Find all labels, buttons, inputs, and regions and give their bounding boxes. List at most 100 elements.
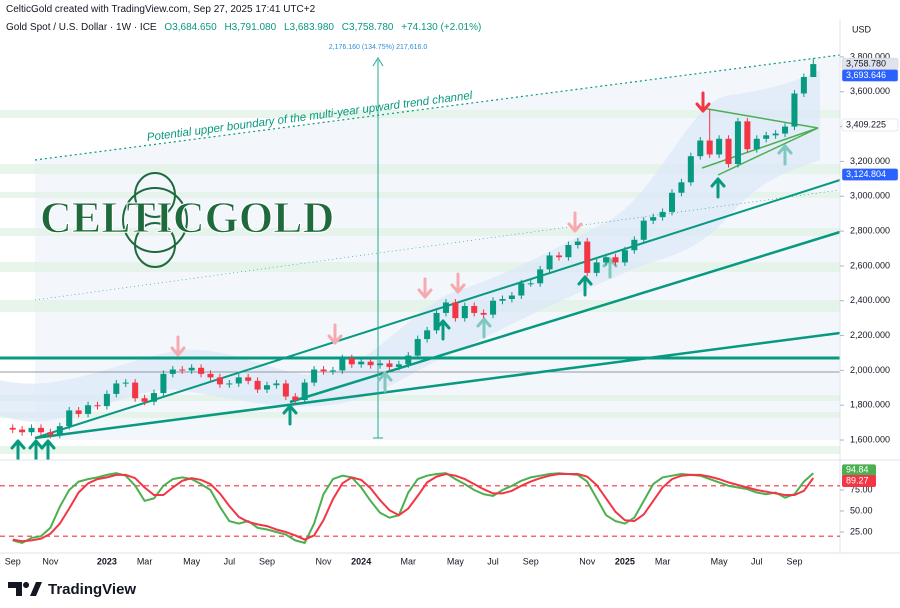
y-tick-label: 2,800.000 bbox=[850, 225, 890, 235]
x-tick-label: 2025 bbox=[615, 556, 635, 566]
candle-body bbox=[37, 427, 44, 433]
price-badge-label: 3,124.804 bbox=[846, 169, 886, 179]
ohlc-high: H3,791.080 bbox=[224, 22, 277, 33]
y2-tick-label: 25.00 bbox=[850, 526, 873, 536]
candle-body bbox=[254, 380, 261, 390]
candle-body bbox=[273, 383, 280, 386]
candle-body bbox=[810, 64, 817, 78]
symbol: Gold Spot / U.S. Dollar · 1W · ICE bbox=[6, 22, 157, 33]
candle-body bbox=[113, 383, 120, 394]
candle-body bbox=[103, 393, 110, 407]
candle-body bbox=[631, 239, 638, 251]
unit-label: USD bbox=[852, 24, 872, 34]
volume-zones bbox=[0, 110, 840, 454]
x-tick-label: 2023 bbox=[97, 556, 117, 566]
measure-arrow bbox=[372, 57, 384, 67]
price-badge bbox=[841, 168, 899, 181]
candle-body bbox=[527, 283, 534, 285]
logo: CELTICGOLD bbox=[40, 193, 334, 242]
stoch-line bbox=[12, 472, 814, 545]
candle-body bbox=[75, 410, 82, 414]
candle-body bbox=[405, 355, 412, 365]
decor bbox=[0, 20, 900, 596]
y-tick-label: 3,600.000 bbox=[850, 86, 890, 96]
y-tick-label: 2,400.000 bbox=[850, 295, 890, 305]
candle-body bbox=[132, 382, 139, 399]
y-tick-label: 2,600.000 bbox=[850, 260, 890, 270]
candle-body bbox=[668, 192, 676, 212]
candle-body bbox=[518, 283, 525, 296]
y2-tick-label: 75.00 bbox=[850, 484, 873, 494]
candle-body bbox=[188, 367, 195, 371]
stoch-line bbox=[12, 472, 815, 543]
author-line: CelticGold created with TradingView.com,… bbox=[6, 4, 316, 15]
x-tick-label: Sep bbox=[5, 556, 21, 566]
candle-body bbox=[537, 269, 544, 284]
candle-body bbox=[160, 373, 167, 394]
candle-body bbox=[753, 138, 760, 150]
candle-body bbox=[320, 369, 327, 372]
price-badge-label: 3,758.780 bbox=[846, 58, 886, 68]
x-tick-label: May bbox=[183, 556, 201, 566]
candle-body bbox=[339, 358, 346, 371]
y2-tick-label: 50.00 bbox=[850, 505, 873, 515]
candle-body bbox=[772, 133, 779, 136]
y-tick-label: 2,200.000 bbox=[850, 330, 890, 340]
candle-body bbox=[433, 312, 440, 331]
x-tick-label: Nov bbox=[316, 556, 333, 566]
candle-body bbox=[499, 298, 506, 301]
candle-body bbox=[480, 312, 487, 315]
stoch-badge-label: 89.27 bbox=[846, 475, 869, 485]
candle-body bbox=[263, 385, 271, 390]
x-tick-label: May bbox=[711, 556, 729, 566]
y-tick-label: 1,600.000 bbox=[850, 434, 890, 444]
candle-body bbox=[659, 211, 666, 218]
candle-body bbox=[56, 426, 63, 435]
candle-body bbox=[216, 377, 223, 385]
candle-body bbox=[640, 220, 647, 240]
trend-line bbox=[289, 230, 841, 404]
x-tick-label: Nov bbox=[579, 556, 596, 566]
y-tick-label: 3,000.000 bbox=[850, 191, 890, 201]
tv-logo-icon bbox=[8, 582, 42, 596]
candle-body bbox=[47, 432, 54, 435]
x-tick-label: Mar bbox=[137, 556, 153, 566]
price-badge-label: 3,693.646 bbox=[846, 70, 886, 80]
stoch-badge bbox=[842, 464, 876, 477]
candle-body bbox=[395, 364, 402, 367]
measure-label: 2,176.160 (134.75%) 217,616.0 bbox=[329, 44, 428, 51]
candle-body bbox=[358, 361, 365, 365]
candle-body bbox=[471, 305, 478, 313]
candle-body bbox=[555, 255, 563, 258]
candle-body bbox=[386, 363, 393, 367]
x-tick-label: May bbox=[447, 556, 465, 566]
candle-body bbox=[508, 295, 515, 299]
candle-body bbox=[235, 377, 242, 384]
candle-body bbox=[687, 156, 694, 183]
candle-body bbox=[169, 369, 176, 374]
candle-body bbox=[424, 330, 431, 340]
x-tick-label: Mar bbox=[655, 556, 671, 566]
candle-body bbox=[150, 393, 158, 402]
candle-body bbox=[377, 363, 384, 366]
legend-line: Gold Spot / U.S. Dollar · 1W · ICE O3,68… bbox=[6, 22, 486, 33]
x-tick-label: Sep bbox=[259, 556, 275, 566]
candle-body bbox=[414, 339, 421, 356]
x-tick-label: Jul bbox=[751, 556, 763, 566]
candle-body bbox=[763, 135, 770, 139]
candle-body bbox=[490, 300, 497, 315]
upper-channel bbox=[34, 54, 841, 161]
candle-body bbox=[292, 396, 299, 401]
price-badge bbox=[841, 69, 899, 82]
x-tick-label: Sep bbox=[786, 556, 802, 566]
candle-body bbox=[706, 140, 713, 155]
y-tick-label: 3,800.000 bbox=[850, 51, 890, 61]
ohlc-open: O3,684.650 bbox=[164, 22, 217, 33]
candle-body bbox=[546, 255, 553, 270]
candle-body bbox=[593, 262, 600, 273]
candle-body bbox=[301, 382, 308, 401]
candle-body bbox=[66, 410, 73, 427]
candle-body bbox=[198, 367, 205, 374]
candle-body bbox=[461, 305, 468, 319]
